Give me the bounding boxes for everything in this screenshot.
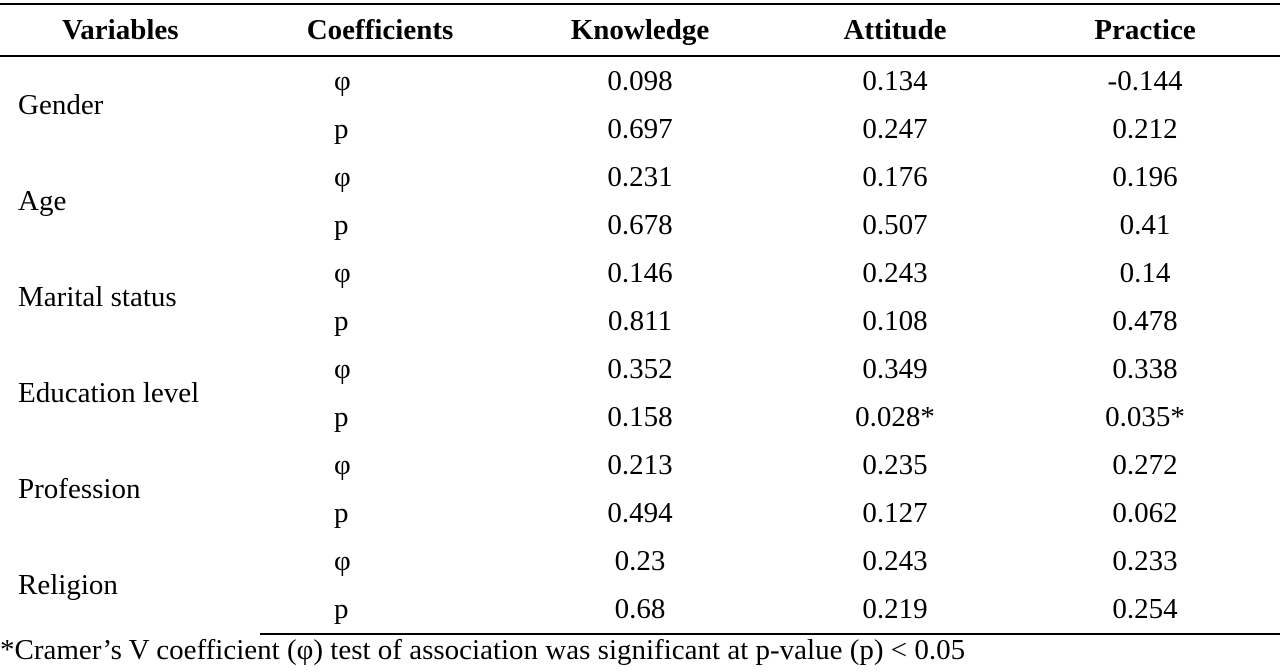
practice-value: 0.254 [1010, 585, 1280, 635]
table-row: p 0.68 0.219 0.254 [0, 585, 1280, 635]
table-row: Gender φ 0.098 0.134 -0.144 [0, 56, 1280, 121]
knowledge-value: 0.678 [607, 208, 673, 241]
table-row: Profession φ 0.213 0.235 0.272 [0, 441, 1280, 505]
header-coefficients: Coefficients [260, 3, 500, 57]
knowledge-value: 0.146 [607, 256, 673, 289]
coefficient-symbol: p [334, 112, 349, 145]
table-row: p 0.697 0.247 0.212 [0, 105, 1280, 153]
attitude-value: 0.235 [862, 448, 928, 481]
variable-name: Profession [18, 472, 141, 505]
variable-name: Education level [18, 376, 200, 409]
table-row: Religion φ 0.23 0.243 0.233 [0, 537, 1280, 602]
attitude-value: 0.349 [862, 352, 928, 385]
knowledge-value: 0.23 [614, 544, 666, 577]
coefficient-symbol: p [334, 400, 349, 433]
table-row: Marital status φ 0.146 0.243 0.14 [0, 249, 1280, 313]
practice-value: 0.338 [1112, 352, 1178, 385]
coefficient-symbol: φ [334, 160, 351, 193]
table-footnote: *Cramer’s V coefficient (φ) test of asso… [0, 634, 966, 666]
practice-value: -0.144 [1107, 64, 1183, 97]
practice-value: 0.478 [1112, 304, 1178, 337]
knowledge-value: 0.697 [607, 112, 673, 145]
attitude-value: 0.247 [862, 112, 928, 145]
practice-value: 0.062 [1112, 496, 1178, 529]
coefficient-symbol: p [334, 496, 349, 529]
table-row: p 0.494 0.127 0.062 [0, 489, 1280, 537]
practice-value: 0.272 [1112, 448, 1178, 481]
attitude-value: 0.219 [780, 585, 1010, 635]
variable-name: Marital status [18, 280, 177, 313]
table-row: Age φ 0.231 0.176 0.196 [0, 153, 1280, 217]
table-row: p 0.811 0.108 0.478 [0, 297, 1280, 345]
practice-value: 0.196 [1112, 160, 1178, 193]
header-variables: Variables [0, 3, 260, 57]
results-table: Variables Coefficients Knowledge Attitud… [0, 3, 1280, 635]
coefficient-symbol: p [260, 585, 500, 635]
knowledge-value: 0.213 [607, 448, 673, 481]
table-row: p 0.678 0.507 0.41 [0, 201, 1280, 249]
knowledge-value: 0.098 [607, 64, 673, 97]
attitude-value: 0.176 [862, 160, 928, 193]
practice-value: 0.14 [1119, 256, 1171, 289]
knowledge-value: 0.158 [607, 400, 673, 433]
coefficient-symbol: p [334, 208, 349, 241]
table-row: Education level φ 0.352 0.349 0.338 [0, 345, 1280, 409]
attitude-value: 0.108 [862, 304, 928, 337]
knowledge-value: 0.68 [500, 585, 780, 635]
coefficient-symbol: φ [334, 256, 351, 289]
practice-value: 0.233 [1112, 544, 1178, 577]
coefficient-symbol: p [334, 304, 349, 337]
attitude-value: 0.028* [855, 400, 935, 433]
knowledge-value: 0.352 [607, 352, 673, 385]
attitude-value: 0.243 [862, 256, 928, 289]
coefficient-symbol: φ [334, 352, 351, 385]
knowledge-value: 0.811 [607, 304, 673, 337]
attitude-value: 0.243 [862, 544, 928, 577]
coefficient-symbol: φ [334, 448, 351, 481]
header-attitude: Attitude [780, 3, 1010, 57]
header-practice: Practice [1010, 3, 1280, 57]
header-knowledge: Knowledge [500, 3, 780, 57]
attitude-value: 0.134 [862, 64, 928, 97]
variable-name: Religion [18, 569, 118, 601]
attitude-value: 0.507 [862, 208, 928, 241]
coefficient-symbol: φ [334, 544, 351, 577]
practice-value: 0.41 [1119, 208, 1171, 241]
header-row: Variables Coefficients Knowledge Attitud… [0, 3, 1280, 57]
practice-value: 0.035* [1105, 400, 1185, 433]
variable-name: Age [18, 184, 67, 217]
knowledge-value: 0.231 [607, 160, 673, 193]
table-row: p 0.158 0.028* 0.035* [0, 393, 1280, 441]
practice-value: 0.212 [1112, 112, 1178, 145]
coefficient-symbol: φ [334, 64, 351, 97]
attitude-value: 0.127 [862, 496, 928, 529]
knowledge-value: 0.494 [607, 496, 673, 529]
variable-name: Gender [18, 88, 104, 121]
